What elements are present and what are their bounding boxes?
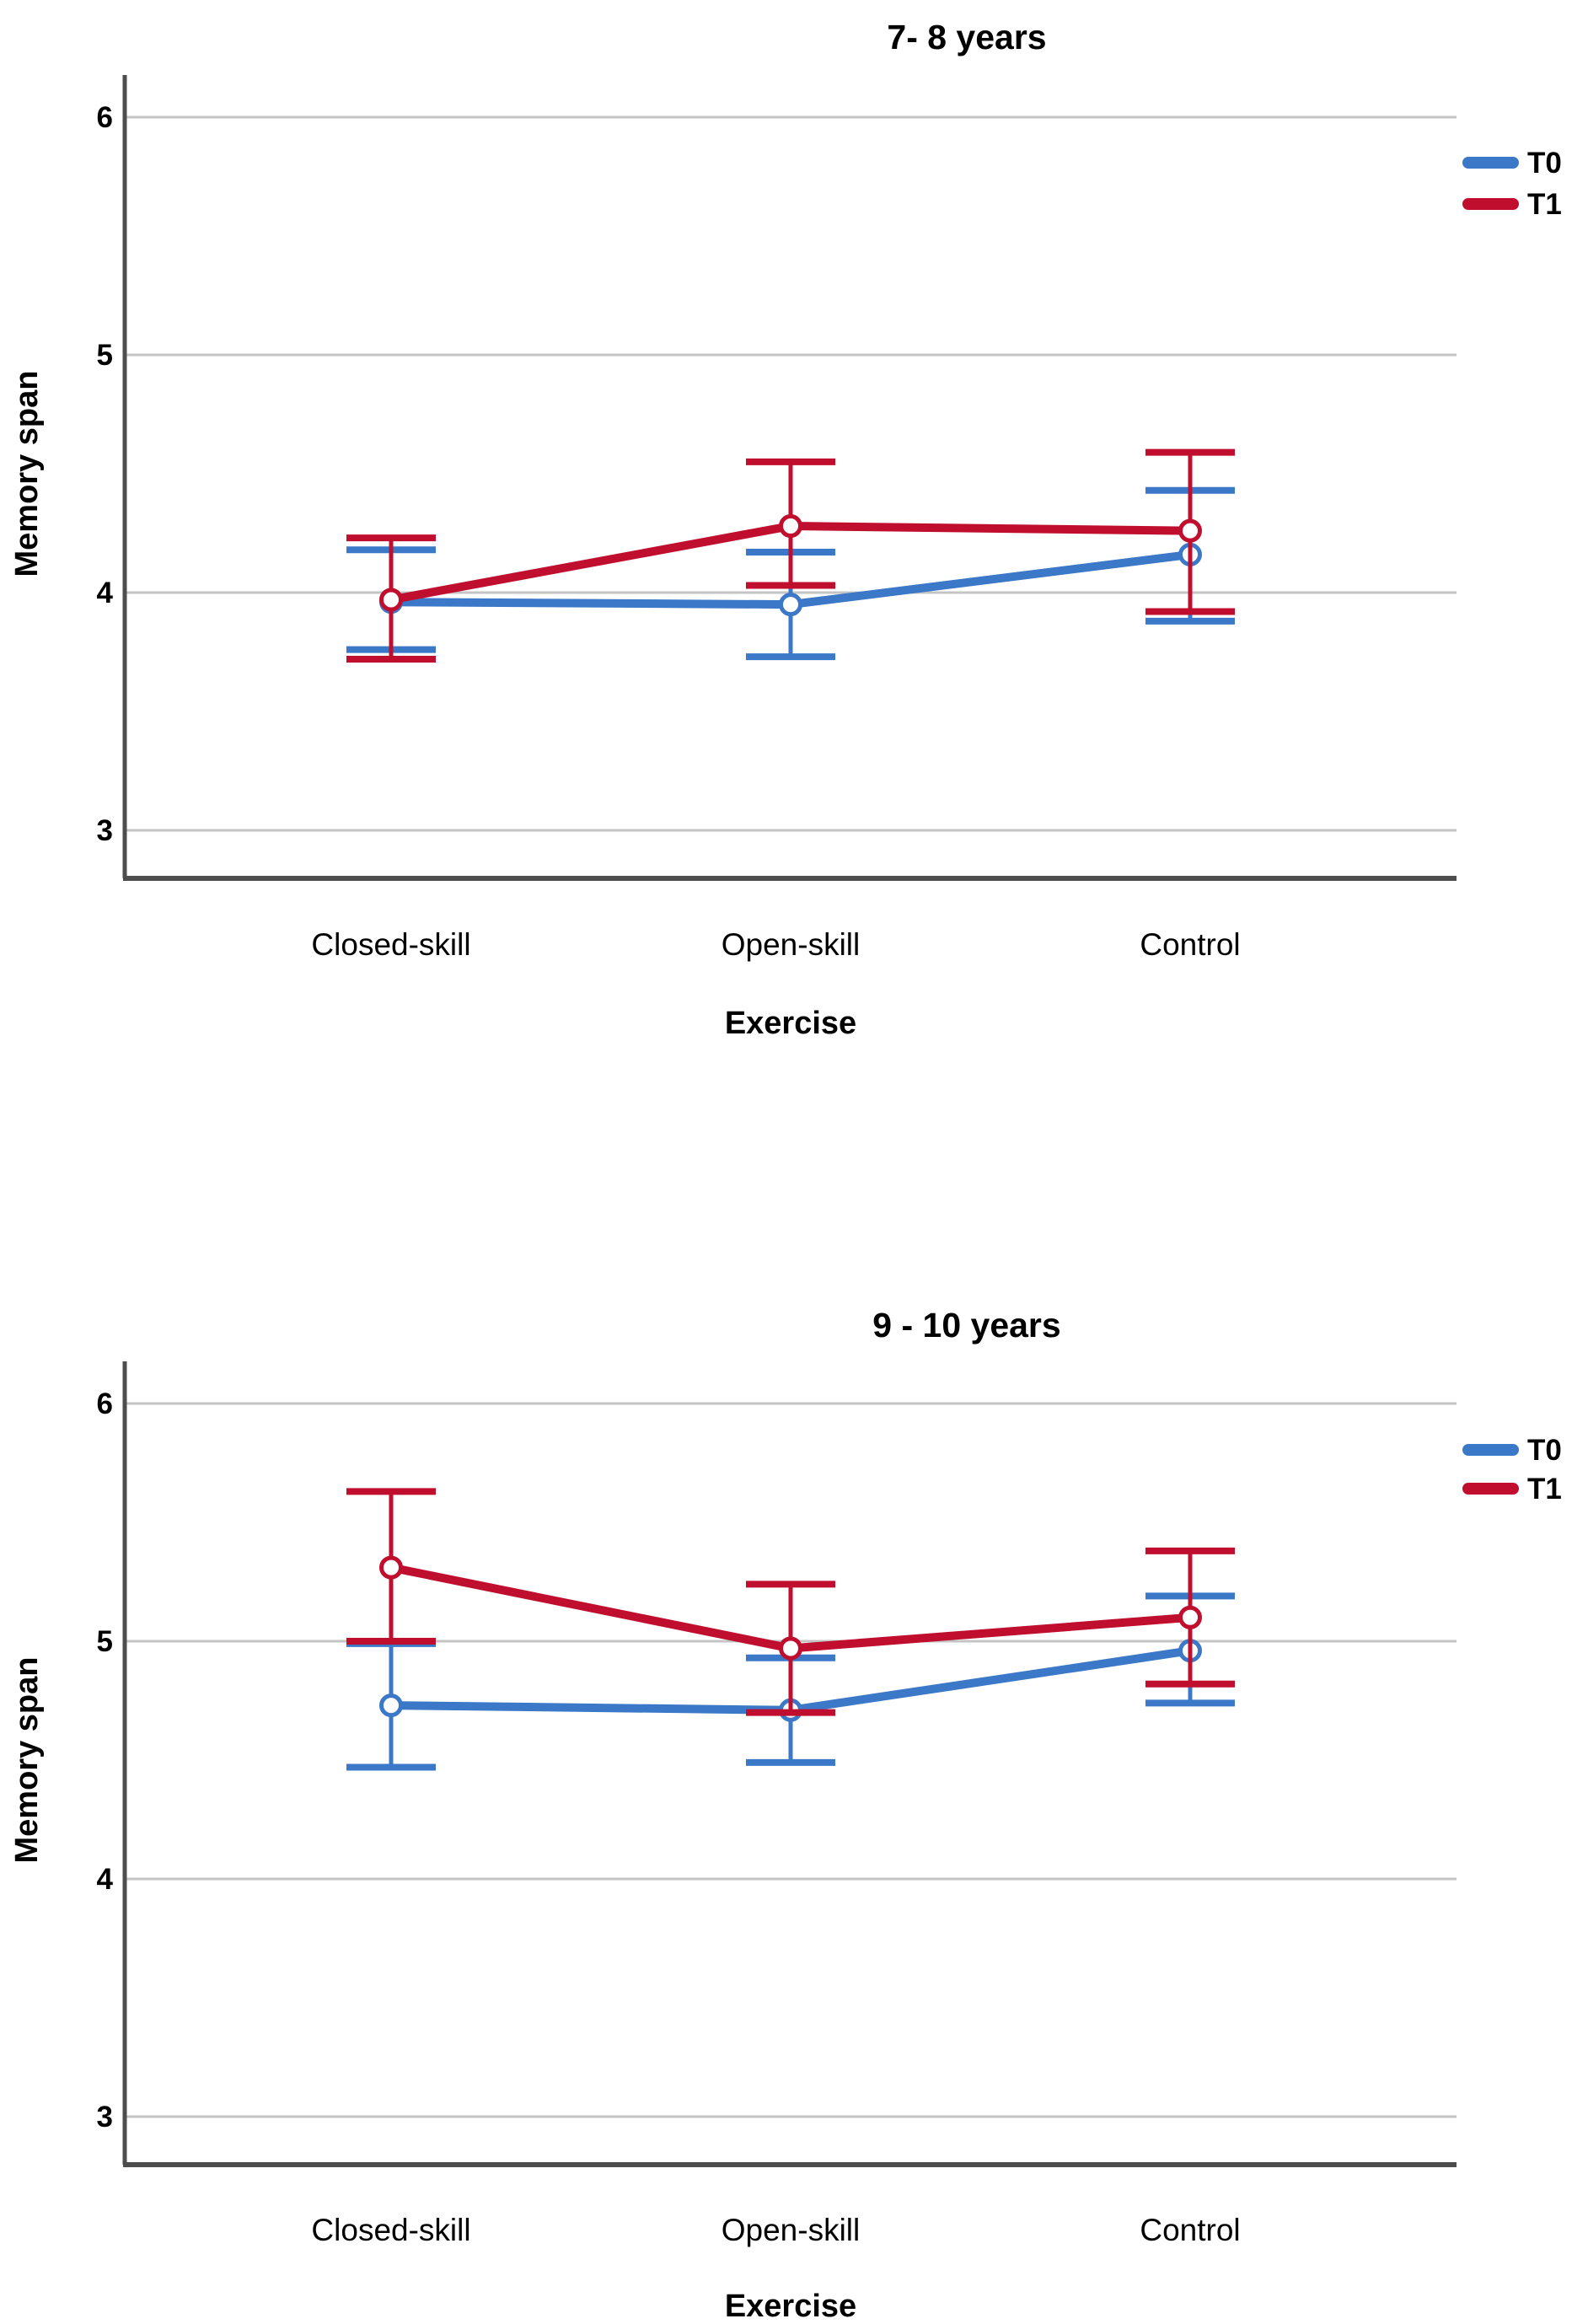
x-category-label-1: Open-skill	[722, 2213, 861, 2247]
chart-age-9-10: 6 5 4 3 9 - 10 years Memory span Closed-skill O…	[0, 1290, 1588, 2324]
y-tick-label-4: 4	[97, 577, 114, 609]
x-category-label-1: Open-skill	[722, 927, 861, 962]
chart-title: 7- 8 years	[887, 18, 1046, 56]
data-point-T0-1	[779, 593, 802, 617]
x-category-label-0: Closed-skill	[311, 2213, 470, 2247]
data-point-T1-2	[1178, 1605, 1202, 1629]
data-point-T1-1	[779, 514, 802, 539]
legend-swatch-T0	[1462, 1444, 1519, 1456]
line-chart-7-8-years: 6 5 4 3 7- 8 years Memory span Closed-skill Ope…	[9, 18, 1562, 1041]
y-axis-title: Memory span	[9, 1657, 45, 1864]
y-tick-label-3: 3	[97, 814, 113, 847]
x-axis-title: Exercise	[725, 2289, 856, 2320]
data-point-T1-0	[379, 1555, 403, 1580]
data-point-T1-1	[779, 1636, 802, 1661]
y-tick-label-6: 6	[97, 1387, 113, 1420]
data-point-T0-0	[379, 1693, 403, 1718]
chart-age-7-8: 6 5 4 3 7- 8 years Memory span Closed-skill Ope…	[0, 0, 1588, 1092]
legend-label-T0: T0	[1527, 147, 1562, 180]
y-tick-label-5: 5	[97, 1625, 113, 1658]
x-category-label-2: Control	[1140, 927, 1240, 962]
data-point-T1-0	[379, 588, 403, 612]
legend-swatch-T1	[1462, 198, 1519, 210]
y-tick-label-5: 5	[97, 339, 113, 372]
data-point-T1-2	[1178, 518, 1202, 543]
legend-label-T1: T1	[1527, 188, 1562, 221]
line-chart-9-10-years: 6 5 4 3 9 - 10 years Memory span Closed-skill O…	[9, 1306, 1562, 2324]
legend-swatch-T0	[1462, 157, 1519, 169]
y-tick-label-3: 3	[97, 2101, 113, 2133]
y-tick-label-4: 4	[97, 1863, 114, 1896]
legend-label-T0: T0	[1527, 1434, 1562, 1467]
y-axis-title: Memory span	[9, 371, 45, 577]
y-tick-label-6: 6	[97, 101, 113, 134]
legend-label-T1: T1	[1527, 1473, 1562, 1506]
chart-title: 9 - 10 years	[872, 1306, 1060, 1344]
x-axis-title: Exercise	[725, 1006, 856, 1041]
legend-swatch-T1	[1462, 1483, 1519, 1495]
x-category-label-0: Closed-skill	[311, 927, 470, 962]
x-category-label-2: Control	[1140, 2213, 1240, 2247]
